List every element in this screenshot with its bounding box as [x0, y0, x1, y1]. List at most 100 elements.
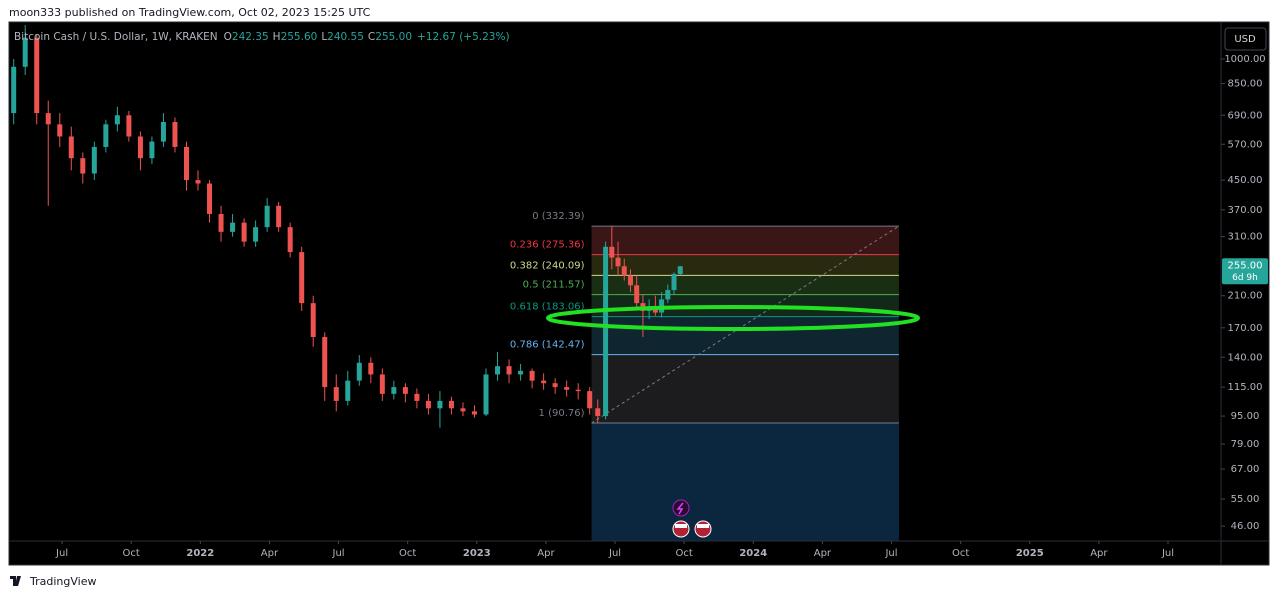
- candle-body: [665, 290, 671, 300]
- candle-body: [609, 246, 615, 258]
- candle-body: [137, 136, 143, 159]
- fib-label: 1 (90.76): [539, 408, 585, 419]
- x-tick-label: Oct: [676, 548, 693, 559]
- x-tick-label: Jul: [55, 548, 68, 559]
- y-tick-label: 210.00: [1228, 291, 1263, 302]
- flag-stripe: [697, 524, 709, 528]
- candle-body: [671, 274, 677, 291]
- y-tick-label: 67.00: [1231, 464, 1260, 475]
- candle-body: [22, 37, 28, 67]
- candle-body: [68, 136, 74, 159]
- y-tick-label: 115.00: [1228, 382, 1263, 393]
- candle-body: [356, 362, 362, 381]
- candle-body: [299, 252, 305, 304]
- plot-area: 0 (332.39) 0.236 (275.36) 0.382 (240.09) 0.…: [11, 25, 900, 541]
- x-tick-label: Apr: [814, 548, 832, 559]
- candle-body: [207, 183, 213, 214]
- us-event-icon[interactable]: [672, 520, 690, 538]
- candle-body: [595, 408, 601, 417]
- currency[interactable]: USD: [1234, 34, 1256, 45]
- candle-body: [57, 124, 63, 137]
- event-icon[interactable]: [672, 499, 690, 517]
- candle-body: [552, 383, 558, 388]
- candle-body: [518, 370, 524, 375]
- fib-label: 0.786 (142.47): [510, 340, 585, 351]
- candle-body: [448, 400, 454, 409]
- symbol-title: Bitcoin Cash / U.S. Dollar, 1W, KRAKEN: [14, 31, 218, 43]
- candle-body: [564, 387, 570, 390]
- candle-body: [333, 387, 339, 401]
- x-tick-label: Apr: [1090, 548, 1108, 559]
- candle-body: [425, 400, 431, 409]
- legend-key: C: [368, 31, 375, 43]
- candle-body: [172, 122, 178, 147]
- x-tick-label: Oct: [399, 548, 416, 559]
- y-tick-label: 850.00: [1228, 79, 1263, 90]
- legend-value: 240.55: [327, 31, 364, 43]
- candle-body: [460, 408, 466, 412]
- candle-body: [587, 391, 593, 409]
- legend-value: 255.60: [281, 31, 318, 43]
- candle-body: [80, 158, 86, 174]
- y-tick-label: 690.00: [1228, 110, 1263, 121]
- last-price-box: [1222, 258, 1268, 285]
- y-tick-label: 370.00: [1228, 205, 1263, 216]
- candle-body: [471, 411, 477, 415]
- us-event-icon[interactable]: [694, 520, 712, 538]
- fib-label: 0 (332.39): [532, 211, 584, 222]
- y-tick-label: 79.00: [1231, 439, 1260, 450]
- x-tick-label: Jul: [884, 548, 897, 559]
- candle-body: [114, 115, 120, 125]
- brand: TradingView: [29, 575, 96, 588]
- candle-body: [11, 66, 17, 114]
- fib-zone: [591, 423, 899, 541]
- candle-body: [160, 122, 166, 142]
- candle-body: [126, 115, 132, 137]
- x-tick-label: Apr: [261, 548, 279, 559]
- x-tick-label: Oct: [952, 548, 969, 559]
- fib-zone: [591, 316, 899, 355]
- y-tick-label: 140.00: [1228, 352, 1263, 363]
- candle-body: [506, 366, 512, 375]
- candle-body: [615, 257, 621, 267]
- candle-body: [310, 303, 316, 337]
- x-tick-label: Oct: [123, 548, 140, 559]
- fib-label: 0.236 (275.36): [510, 240, 585, 251]
- y-tick-label: 55.00: [1231, 494, 1260, 505]
- candle-body: [45, 113, 51, 125]
- candle-body: [230, 222, 236, 232]
- y-tick-label: 570.00: [1228, 139, 1263, 150]
- fib-zone: [591, 226, 899, 255]
- candle-body: [241, 222, 247, 242]
- countdown: 6d 9h: [1232, 273, 1258, 283]
- x-tick-label: Apr: [537, 548, 555, 559]
- currency-button[interactable]: [1224, 27, 1267, 51]
- fib-label: 0.5 (211.57): [523, 280, 585, 291]
- y-tick-label: 46.00: [1231, 521, 1260, 532]
- flag-stripe: [675, 524, 687, 528]
- candle-body: [402, 387, 408, 394]
- candle-body: [541, 380, 547, 384]
- candle-body: [345, 380, 351, 401]
- x-tick-label: Jul: [332, 548, 345, 559]
- candle-body: [677, 266, 683, 275]
- candle-body: [149, 141, 155, 159]
- x-tick-label: Jul: [1161, 548, 1174, 559]
- candle-body: [483, 374, 489, 415]
- x-tick-label: 2024: [739, 548, 767, 559]
- candle-body: [495, 366, 501, 375]
- x-tick-label: 2023: [463, 548, 491, 559]
- legend-value: 242.35: [232, 31, 269, 43]
- y-tick-label: 310.00: [1228, 232, 1263, 243]
- candle-body: [287, 227, 293, 253]
- fib-label: 0.382 (240.09): [510, 260, 585, 271]
- lightning: [676, 502, 684, 515]
- publisher: moon333 published on TradingView.com, Oc…: [9, 6, 371, 19]
- candle-body: [183, 146, 189, 181]
- y-tick-label: 1000.00: [1224, 54, 1265, 65]
- candle-body: [276, 205, 282, 228]
- candle-body: [368, 362, 374, 375]
- candle-body: [529, 370, 535, 381]
- x-tick-label: 2025: [1016, 548, 1044, 559]
